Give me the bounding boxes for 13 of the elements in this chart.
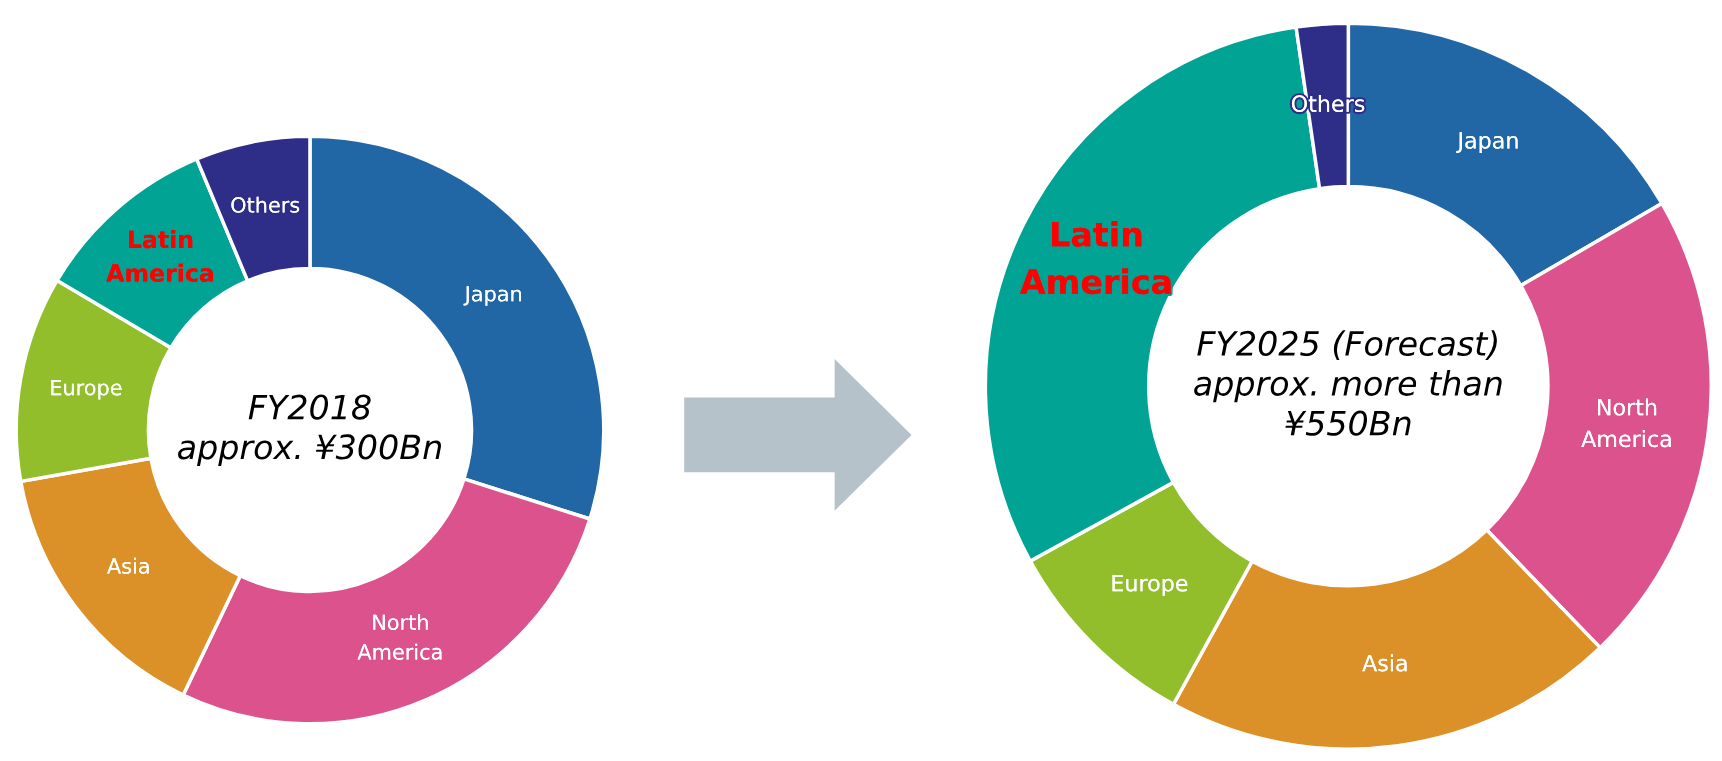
slice-label: North America bbox=[357, 613, 442, 660]
slice-label: Latin America bbox=[106, 230, 213, 282]
text: FY2018 approx. ¥300Bn bbox=[178, 394, 441, 467]
slice-label: Europe bbox=[1112, 575, 1188, 596]
text: FY2025 (Forecast) approx. more than ¥550Bn bbox=[1194, 330, 1502, 436]
slice-label: Europe bbox=[51, 379, 122, 400]
slice-label: Others bbox=[231, 196, 300, 213]
slice-label: Asia bbox=[1362, 654, 1407, 672]
slice-label: North America bbox=[1581, 398, 1671, 448]
slice-label: Latin America bbox=[1020, 221, 1171, 295]
slice-label: Japan bbox=[463, 286, 521, 306]
slice-label: Japan bbox=[1456, 132, 1518, 154]
slice-label: Asia bbox=[107, 557, 149, 574]
